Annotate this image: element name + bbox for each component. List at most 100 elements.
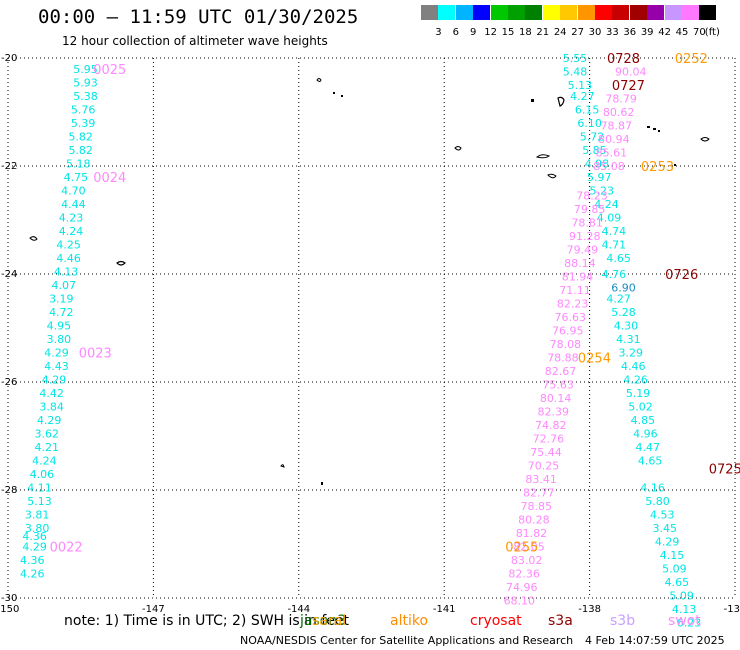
pass-time-label: 0023 [79, 346, 112, 361]
wave-height-label: 3.80 [25, 522, 50, 535]
island-outline [341, 95, 343, 97]
wave-height-label: 4.30 [614, 319, 639, 332]
legend-label: 24 [553, 27, 567, 38]
wave-height-label: 4.13 [54, 265, 79, 278]
wave-height-label: 78.79 [605, 93, 637, 106]
wave-height-label: 81.82 [516, 527, 548, 540]
wave-height-label: 85.61 [596, 147, 628, 160]
wave-height-label: 4.26 [623, 373, 648, 386]
legend-swatch [664, 5, 682, 20]
wave-height-label: 4.36 [22, 530, 47, 543]
wave-height-label: 5.93 [73, 76, 98, 89]
y-tick-label: -30 [1, 593, 17, 604]
island-outlines [29, 78, 710, 485]
satellite-name-saral: saral [312, 613, 347, 629]
y-tick-label: -24 [1, 269, 17, 280]
wave-height-label: 78.81 [571, 217, 603, 230]
wave-height-label: 85.08 [593, 160, 625, 173]
wave-height-label: 3.45 [652, 522, 677, 535]
legend-swatch [595, 5, 612, 20]
wave-height-label: 5.55 [563, 52, 588, 65]
wave-height-label: 4.65 [665, 576, 690, 589]
legend-label: 45 [675, 27, 689, 38]
wave-height-label: 82.23 [557, 298, 589, 311]
wave-height-label: 4.11 [27, 481, 52, 494]
wave-height-label: 82.36 [508, 568, 540, 581]
wave-height-label: 76.95 [552, 325, 584, 338]
wave-height-label: 5.09 [669, 589, 694, 602]
satellite-name-s3a: s3a [548, 613, 573, 629]
wave-height-label: 5.09 [662, 562, 687, 575]
legend-swatch [629, 5, 647, 20]
pass-time-label: 0024 [93, 171, 126, 186]
legend-swatch [560, 5, 578, 20]
satellite-name-s3b: s3b [610, 613, 636, 629]
wave-height-label: 91.28 [569, 230, 601, 243]
wave-height-label: 5.82 [68, 144, 93, 157]
wave-height-label: 5.48 [563, 66, 588, 79]
legend-label: 18 [519, 27, 532, 38]
island-outline [116, 260, 126, 266]
legend-swatch [682, 5, 699, 20]
wave-height-label: 71.11 [559, 284, 591, 297]
wave-height-label: 68.10 [504, 595, 536, 608]
legend-label: 3 [435, 27, 442, 38]
pass-time-label: 0728 [607, 52, 640, 67]
wave-height-label: 4.29 [44, 346, 69, 359]
wave-height-label: 4.29 [42, 373, 67, 386]
wave-height-label: 4.23 [59, 211, 84, 224]
wave-height-label: 4.29 [37, 414, 62, 427]
wave-height-label: 4.27 [606, 292, 631, 305]
island-outline [535, 154, 550, 159]
pass-time-label: 0255 [505, 541, 538, 556]
legend-swatch [525, 5, 543, 20]
wave-height-label: 79.85 [574, 203, 606, 216]
legend-label: 21 [536, 27, 550, 38]
wave-height-label: 4.21 [35, 441, 60, 454]
island-outline [321, 482, 323, 485]
wave-height-label: 4.71 [602, 238, 627, 251]
wave-height-label: 5.97 [587, 171, 612, 184]
x-tick-label: -147 [142, 604, 165, 615]
wave-height-label: 5.13 [27, 495, 52, 508]
island-outline [316, 78, 322, 82]
wave-height-label: 5.13 [568, 79, 593, 92]
footer-note: note: 1) Time is in UTC; 2) SWH is in fe… [64, 613, 350, 629]
wave-height-label: 80.14 [540, 392, 572, 405]
wave-height-label: 88.14 [564, 257, 596, 270]
legend-swatch [577, 5, 595, 20]
pass-time-label: 0025 [93, 63, 126, 78]
wave-height-label: 75.63 [542, 379, 574, 392]
footer-timestamp: 4 Feb 14:07:59 UTC 2025 [585, 634, 725, 647]
wave-height-label: 5.23 [589, 184, 614, 197]
wave-height-label: 4.76 [602, 268, 627, 281]
island-outline [658, 130, 660, 132]
legend-swatch [542, 5, 560, 20]
x-tick-label: -141 [433, 604, 456, 615]
wave-height-label: 4.24 [594, 198, 619, 211]
wave-height-label: 4.29 [655, 535, 680, 548]
legend-label: 15 [501, 27, 515, 38]
grid-layer: -150 -147 -144 -141 -138 -135 -20 -22 -24 -26 -28 -… [0, 53, 740, 615]
wave-height-label: 4.47 [636, 441, 661, 454]
wave-height-label: 4.98 [585, 157, 610, 170]
wave-height-label: 3.19 [49, 292, 74, 305]
pass-time-label: 0253 [641, 160, 674, 175]
wave-height-label: 5.85 [582, 144, 607, 157]
wave-height-label: 4.29 [22, 541, 47, 554]
wave-height-label: 4.96 [633, 427, 658, 440]
legend-label: 30 [588, 27, 602, 38]
satellite-name-altiko: altiko [390, 613, 429, 629]
wave-height-label: 4.16 [640, 481, 665, 494]
wave-height-label: 4.27 [570, 90, 595, 103]
wave-height-label: 6.23 [677, 616, 702, 629]
wave-height-label: 4.15 [660, 549, 685, 562]
wave-height-label: 81.94 [562, 271, 594, 284]
data-labels: 5.955.935.385.765.395.825.825.184.754.70… [20, 52, 701, 629]
wave-height-label: 4.13 [672, 603, 697, 616]
wave-height-label: 78.23 [576, 190, 608, 203]
pass-time-label: 0252 [675, 52, 708, 67]
legend-label: 36 [623, 27, 637, 38]
wave-height-label: 4.07 [51, 279, 76, 292]
legend-label: 27 [571, 27, 584, 38]
